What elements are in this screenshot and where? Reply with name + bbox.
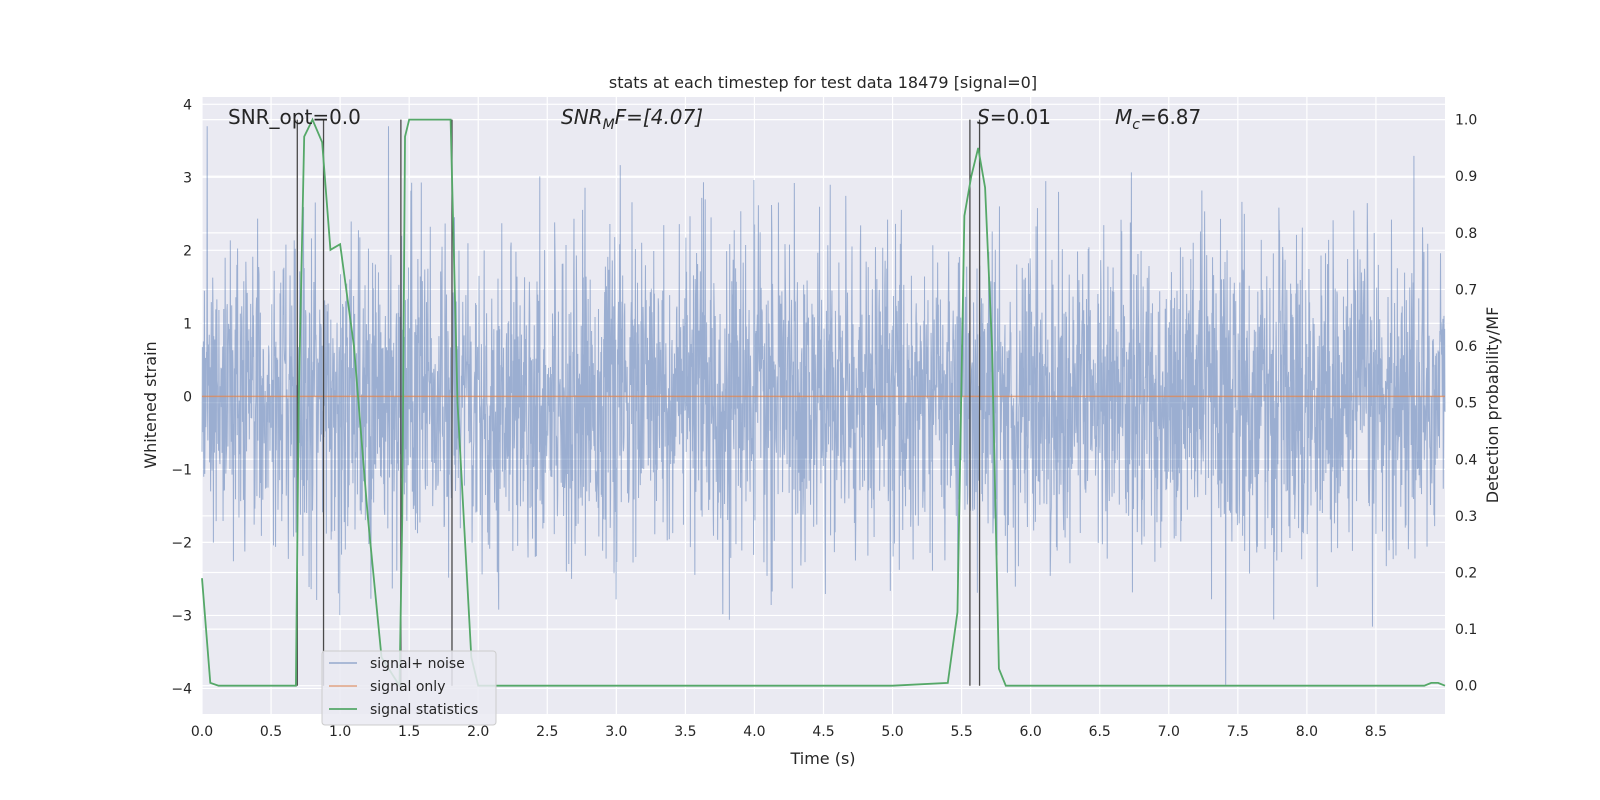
x-axis-ticks: 0.0 0.5 1.0 1.5 2.0 2.5 3.0 3.5 4.0 4.5 5.0 5.5 6.0 6… <box>191 724 1387 740</box>
x-tick-label: 8.0 <box>1296 724 1318 740</box>
x-tick-label: 3.0 <box>605 724 627 740</box>
x-tick-label: 6.0 <box>1020 724 1042 740</box>
series-signal-noise <box>201 126 1446 685</box>
y-right-tick-label: 1.0 <box>1455 113 1477 129</box>
y-left-tick-label: −3 <box>171 608 192 624</box>
x-tick-label: 0.0 <box>191 724 213 740</box>
annotation-s-main: S <box>977 105 990 129</box>
annotation-snr-mf-rest: F=[4.07] <box>615 105 703 129</box>
noise-trace <box>201 126 1446 685</box>
x-tick-label: 8.5 <box>1365 724 1387 740</box>
y-right-tick-label: 0.5 <box>1455 396 1477 412</box>
annotation-mc-main: M <box>1115 105 1132 129</box>
y-left-tick-label: 3 <box>183 170 192 186</box>
y-right-axis-label: Detection probability/MF <box>1483 307 1502 504</box>
legend-label-noise: signal+ noise <box>370 656 465 672</box>
x-tick-label: 0.5 <box>260 724 282 740</box>
x-tick-label: 2.5 <box>536 724 558 740</box>
annotation-mc-rest: =6.87 <box>1140 105 1201 129</box>
y-right-tick-label: 0.9 <box>1455 169 1477 185</box>
x-tick-label: 6.5 <box>1089 724 1111 740</box>
series-signal-statistics <box>201 117 1446 689</box>
annotation-s: S=0.01 <box>977 105 1051 129</box>
x-tick-label: 3.5 <box>674 724 696 740</box>
legend-label-statistics: signal statistics <box>370 702 478 718</box>
x-tick-label: 7.5 <box>1227 724 1249 740</box>
annotation-snr-mf-main: SNR <box>561 105 603 129</box>
y-left-tick-label: −4 <box>171 681 192 697</box>
chart-title: stats at each timestep for test data 184… <box>609 73 1037 92</box>
x-tick-label: 5.5 <box>950 724 972 740</box>
y-right-tick-label: 0.1 <box>1455 622 1477 638</box>
x-tick-label: 4.0 <box>743 724 765 740</box>
x-tick-label: 1.5 <box>398 724 420 740</box>
y-left-axis-label: Whitened strain <box>141 341 160 468</box>
annotation-snr-mf: SNRMF=[4.07] <box>561 105 703 133</box>
y-right-tick-label: 0.6 <box>1455 339 1477 355</box>
y-right-tick-label: 0.8 <box>1455 226 1477 242</box>
annotation-mc-sub: c <box>1132 117 1140 133</box>
statistics-trace <box>201 117 1446 689</box>
x-tick-label: 7.0 <box>1158 724 1180 740</box>
y-left-tick-label: 4 <box>183 97 192 113</box>
x-tick-label: 2.0 <box>467 724 489 740</box>
y-right-tick-label: 0.7 <box>1455 282 1477 298</box>
y-right-tick-label: 0.4 <box>1455 452 1477 468</box>
y-right-tick-label: 0.3 <box>1455 509 1477 525</box>
legend: signal+ noise signal only signal statist… <box>321 650 497 726</box>
annotation-s-rest: =0.01 <box>990 105 1051 129</box>
y-left-tick-label: 2 <box>183 243 192 259</box>
y-right-axis-ticks: 1.0 0.9 0.8 0.7 0.6 0.5 0.4 0.3 0.2 0.1 0.0 <box>1455 113 1477 695</box>
x-axis-label: Time (s) <box>789 749 855 768</box>
y-right-tick-label: 0.2 <box>1455 565 1477 581</box>
y-left-tick-label: 1 <box>183 316 192 332</box>
x-tick-label: 1.0 <box>329 724 351 740</box>
annotation-snr-opt: SNR_opt=0.0 <box>228 105 361 129</box>
x-tick-label: 5.0 <box>881 724 903 740</box>
y-left-tick-label: −2 <box>171 535 192 551</box>
y-right-tick-label: 0.0 <box>1455 679 1477 695</box>
y-left-tick-label: −1 <box>171 462 192 478</box>
legend-box <box>321 650 497 726</box>
x-tick-label: 4.5 <box>812 724 834 740</box>
annotation-mc: Mc=6.87 <box>1115 105 1201 133</box>
y-left-axis-ticks: 4 3 2 1 0 −1 −2 −3 −4 <box>171 97 192 697</box>
legend-label-signal: signal only <box>370 679 445 695</box>
y-left-tick-label: 0 <box>183 389 192 405</box>
annotation-snr-mf-sub: M <box>603 117 615 133</box>
